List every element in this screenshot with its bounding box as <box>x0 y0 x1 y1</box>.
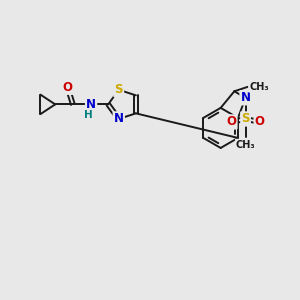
Text: H: H <box>84 110 92 120</box>
Text: O: O <box>226 116 236 128</box>
Text: N: N <box>86 98 96 111</box>
Text: N: N <box>114 112 124 125</box>
Text: S: S <box>115 83 123 96</box>
Text: O: O <box>255 116 265 128</box>
Text: O: O <box>63 81 73 94</box>
Text: S: S <box>241 112 250 125</box>
Text: CH₃: CH₃ <box>236 140 255 150</box>
Text: N: N <box>241 91 250 104</box>
Text: CH₃: CH₃ <box>249 82 269 92</box>
